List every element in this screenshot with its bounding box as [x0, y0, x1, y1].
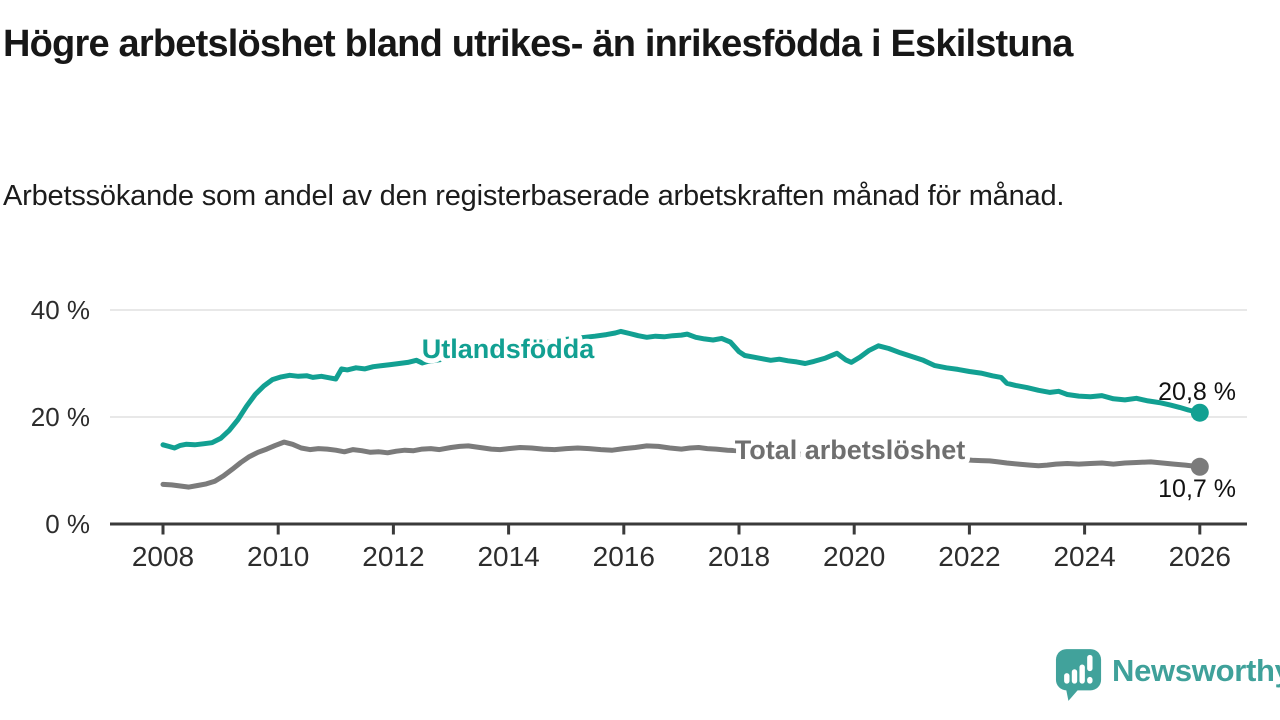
newsworthy-logo-text: Newsworthy [1112, 653, 1280, 688]
series-line-utlandsfodda [160, 328, 1203, 451]
y-tick-label: 40 % [31, 295, 90, 325]
series-label: Total arbetslöshet [735, 435, 966, 465]
chart-subtitle: Arbetssökande som andel av den registerb… [3, 180, 1065, 212]
x-tick-label: 2020 [823, 541, 885, 572]
page-title: Högre arbetslöshet bland utrikes- än inr… [3, 23, 1073, 65]
x-tick-label: 2014 [477, 541, 539, 572]
series-line-total [160, 439, 1203, 490]
series-end-dot [1190, 403, 1209, 422]
newsworthy-logo: Newsworthy [1055, 648, 1280, 702]
y-tick-label: 20 % [31, 402, 90, 432]
x-tick-label: 2012 [362, 541, 424, 572]
x-tick-label: 2022 [938, 541, 1000, 572]
x-tick-label: 2026 [1169, 541, 1231, 572]
series-end-dot [1190, 457, 1209, 476]
series-label: Utlandsfödda [422, 334, 595, 364]
x-tick-label: 2018 [708, 541, 770, 572]
x-tick-label: 2016 [593, 541, 655, 572]
series-end-value: 20,8 % [1158, 378, 1236, 406]
y-tick-label: 0 % [45, 509, 90, 539]
series-end-value: 10,7 % [1158, 475, 1236, 503]
x-tick-label: 2010 [247, 541, 309, 572]
newsworthy-logo-icon [1055, 649, 1102, 701]
x-tick-label: 2024 [1053, 541, 1115, 572]
x-tick-label: 2008 [132, 541, 194, 572]
